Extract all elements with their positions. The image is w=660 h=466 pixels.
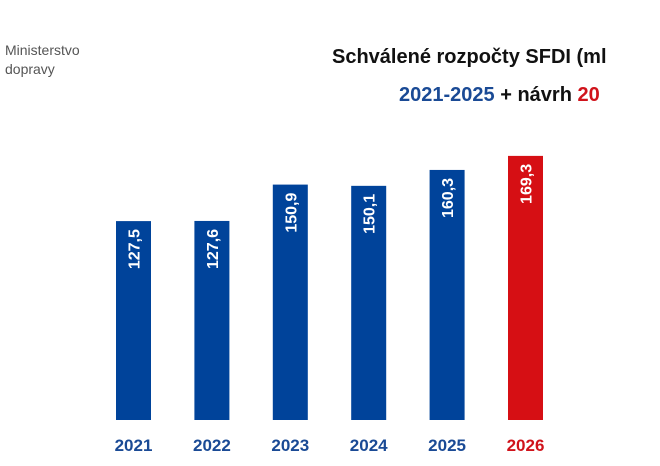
x-tick-2022: 2022 xyxy=(193,436,231,455)
bar-2022 xyxy=(194,220,230,420)
chart-subtitle: 2021-2025 + návrh 20 xyxy=(399,84,600,107)
bar-2026 xyxy=(508,155,543,420)
logo-line-1: Ministerstvo xyxy=(5,42,80,58)
data-label-2022: 127,6 xyxy=(205,229,222,269)
subtitle-years: 2021-2025 xyxy=(399,84,495,106)
subtitle-proposal: + návrh xyxy=(494,84,578,106)
logo-line-2: dopravy xyxy=(5,61,55,77)
ministry-logo: Ministerstvo dopravy xyxy=(5,41,80,79)
bar-2025 xyxy=(429,169,465,420)
bar-2024 xyxy=(351,185,387,420)
x-tick-2025: 2025 xyxy=(428,436,466,455)
bar-2021 xyxy=(116,221,151,420)
data-label-2025: 160,3 xyxy=(440,178,457,218)
data-label-2024: 150,1 xyxy=(362,194,379,234)
subtitle-proposal-year: 20 xyxy=(577,84,600,106)
x-tick-2023: 2023 xyxy=(271,436,309,455)
data-label-2021: 127,5 xyxy=(127,229,144,269)
x-tick-2021: 2021 xyxy=(115,436,153,455)
x-tick-2024: 2024 xyxy=(350,436,388,455)
data-label-2023: 150,9 xyxy=(283,193,300,233)
chart-title: Schválené rozpočty SFDI (ml xyxy=(332,46,607,68)
data-label-2026: 169,3 xyxy=(519,164,536,204)
bar-2023 xyxy=(272,184,308,420)
x-tick-2026: 2026 xyxy=(507,436,545,455)
